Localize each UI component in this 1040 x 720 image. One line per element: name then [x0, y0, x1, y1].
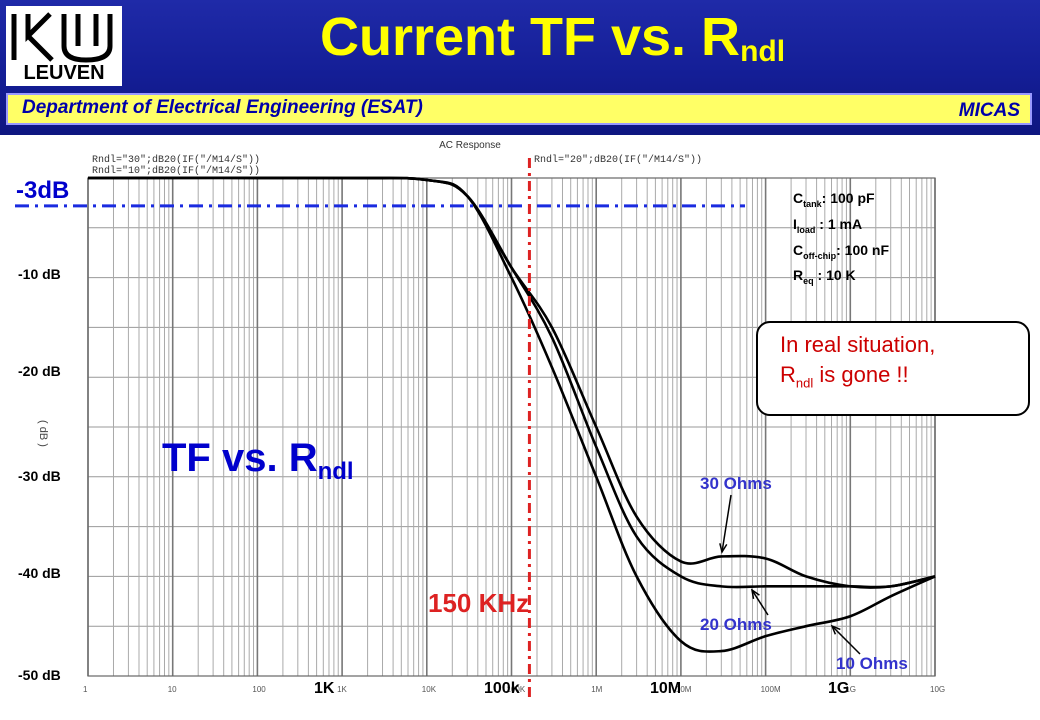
decade-label: 10 [168, 685, 177, 694]
x-tick-label: 100k [484, 680, 520, 697]
arrow-30-ohms-head [719, 543, 728, 554]
department-name: Department of Electrical Engineering (ES… [22, 97, 423, 118]
param-req: Req : 10 K [793, 267, 856, 287]
decade-label: 10G [930, 685, 945, 694]
arrow-20-ohms-head [750, 588, 760, 599]
arrow-20-ohms [751, 589, 769, 616]
logo-text: LEUVEN [23, 62, 105, 84]
y-axis-unit: ( dB ) [37, 420, 49, 447]
group-name: MICAS [958, 100, 1020, 121]
decade-label: 100K [507, 685, 526, 694]
y-tick-label: -10 dB [18, 266, 61, 282]
decade-label: 1K [337, 685, 347, 694]
series-line-10-ohms [87, 176, 936, 653]
decade-label: 1 [83, 685, 88, 694]
decade-label: 10K [422, 685, 437, 694]
plot-legend-2: Rndl="10";dB20(IF("/M14/S")) [92, 165, 260, 177]
plot-legend-3: Rndl="20";dB20(IF("/M14/S")) [534, 154, 702, 166]
series-curves [87, 176, 936, 653]
arrow-10-ohms [831, 625, 861, 655]
note-box: In real situation, Rndl is gone !! [756, 321, 1030, 416]
series-label-30-ohms: 30 Ohms [700, 474, 772, 493]
x-tick-label: 10M [650, 680, 682, 697]
circuit-parameters: Ctank: 100 pF Iload : 1 mA Coff-chip: 10… [793, 188, 889, 291]
decade-label: 10M [676, 685, 692, 694]
tf-vs-rndl-label: TF vs. Rndl [162, 436, 354, 485]
minus-3db-label: -3dB [16, 177, 70, 204]
param-ctank: Ctank: 100 pF [793, 190, 875, 209]
university-logo [6, 6, 122, 86]
annotation-arrows [719, 494, 861, 655]
y-tick-label: -20 dB [18, 363, 61, 379]
note-line-1: In real situation, [780, 332, 936, 357]
param-iload: Iload : 1 mA [793, 215, 863, 235]
x-tick-label: 1K [314, 680, 335, 697]
department-bar: Department of Electrical Engineering (ES… [6, 93, 1032, 125]
y-tick-label: -30 dB [18, 468, 61, 484]
y-tick-label: -50 dB [18, 667, 61, 683]
decade-label: 1G [845, 685, 856, 694]
param-coffchip: Coff-chip: 100 nF [793, 241, 890, 261]
header-banner: LEUVEN Current TF vs. Rndl Department of… [0, 0, 1040, 135]
decade-label: 1M [591, 685, 602, 694]
marker-label: 150 KHz [428, 588, 530, 618]
decade-label: 100 [252, 685, 266, 694]
plot-legend-1: Rndl="30";dB20(IF("/M14/S")) [92, 154, 260, 166]
plot-frame [87, 177, 936, 677]
arrow-30-ohms [721, 494, 732, 553]
y-tick-label: -40 dB [18, 565, 61, 581]
series-label-20-ohms: 20 Ohms [700, 615, 772, 634]
x-tick-label: 1G [828, 680, 850, 697]
decade-label: 100M [761, 685, 781, 694]
arrow-10-ohms-head [830, 624, 841, 635]
note-line-2: Rndl is gone !! [780, 362, 909, 391]
decade-tick-labels: 1 10 100 1K 10K 100K 1M 10M 100M 1G 10G [83, 685, 945, 694]
page-title: Current TF vs. Rndl [320, 7, 786, 68]
chart-title: AC Response [439, 140, 501, 151]
ac-response-chart: 1 10 100 1K 10K 100K 1M 10M 100M 1G 10G AC Respons… [15, 140, 945, 700]
series-label-10-ohms: 10 Ohms [836, 654, 908, 673]
